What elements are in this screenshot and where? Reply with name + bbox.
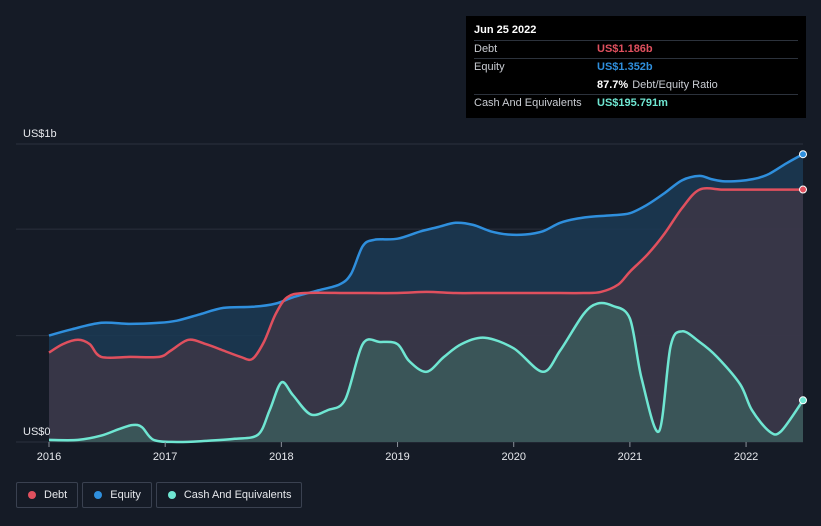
tooltip-cash-value: US$195.791m — [597, 97, 668, 109]
debt-end-marker — [799, 185, 807, 194]
x-tick-label-2019: 2019 — [385, 451, 409, 463]
tooltip-debt-row: Debt US$1.186b — [474, 40, 798, 58]
series-lines — [48, 153, 805, 444]
x-axis-ticks: 2016 2017 2018 2019 2020 2021 2022 — [37, 442, 758, 463]
tooltip-date: Jun 25 2022 — [474, 24, 537, 36]
tooltip-cash-label: Cash And Equivalents — [474, 97, 582, 109]
x-tick-label-2018: 2018 — [269, 451, 293, 463]
tooltip-ratio-row: 87.7% Debt/Equity Ratio — [474, 76, 798, 94]
legend-cash-label: Cash And Equivalents — [183, 489, 292, 501]
debt-dot-icon — [28, 491, 36, 499]
tooltip-cash-row: Cash And Equivalents US$195.791m — [474, 94, 798, 112]
legend-equity-label: Equity — [110, 489, 141, 501]
cash-dot-icon — [167, 491, 176, 499]
tooltip-debt-value: US$1.186b — [597, 43, 653, 55]
x-tick-label-2017: 2017 — [153, 451, 177, 463]
legend-debt[interactable]: Debt — [16, 482, 79, 508]
x-tick-label-2020: 2020 — [501, 451, 525, 463]
equity-line — [48, 153, 804, 337]
tooltip-ratio-label: Debt/Equity Ratio — [632, 79, 718, 91]
y-axis-top-label: US$1b — [23, 128, 57, 140]
x-tick-label-2016: 2016 — [37, 451, 61, 463]
tooltip-equity-row: Equity US$1.352b — [474, 58, 798, 76]
x-tick-label-2021: 2021 — [618, 451, 642, 463]
legend-cash[interactable]: Cash And Equivalents — [155, 482, 303, 508]
cash-line — [48, 301, 805, 444]
chart-legend: Debt Equity Cash And Equivalents — [16, 482, 303, 508]
data-tooltip: Jun 25 2022 Debt US$1.186b Equity US$1.3… — [466, 16, 806, 118]
equity-dot-icon — [94, 491, 103, 499]
tooltip-debt-label: Debt — [474, 43, 498, 55]
cash-end-marker — [799, 396, 807, 405]
tooltip-ratio-value: 87.7% — [597, 79, 629, 91]
tooltip-equity-label: Equity — [474, 61, 505, 73]
end-markers — [799, 150, 807, 405]
legend-equity[interactable]: Equity — [82, 482, 152, 508]
y-axis-bottom-label: US$0 — [23, 426, 51, 438]
debt-line — [48, 187, 803, 362]
x-tick-label-2022: 2022 — [734, 451, 758, 463]
equity-end-marker — [799, 150, 807, 159]
legend-debt-label: Debt — [44, 489, 68, 501]
tooltip-equity-value: US$1.352b — [597, 61, 653, 73]
